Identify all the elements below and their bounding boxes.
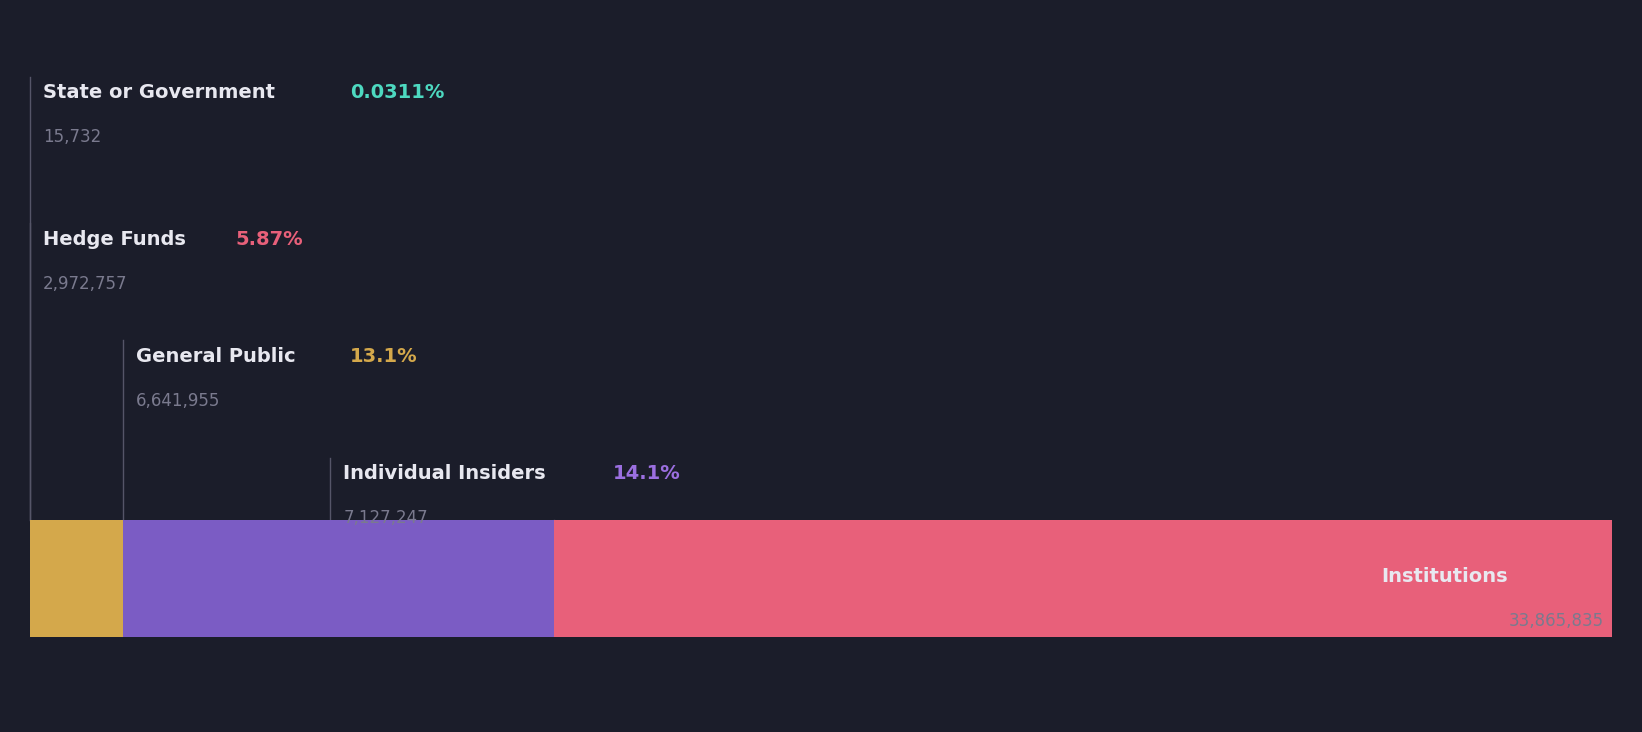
- Bar: [123, 520, 330, 637]
- Text: 14.1%: 14.1%: [612, 464, 681, 483]
- Text: State or Government: State or Government: [43, 83, 274, 102]
- Text: Institutions: Institutions: [1381, 567, 1509, 586]
- Text: 33,865,835: 33,865,835: [1509, 611, 1604, 630]
- Bar: [30, 520, 123, 637]
- Text: 13.1%: 13.1%: [350, 347, 419, 366]
- Text: 2,972,757: 2,972,757: [43, 274, 128, 293]
- Text: Hedge Funds: Hedge Funds: [43, 230, 186, 249]
- Text: General Public: General Public: [136, 347, 296, 366]
- Text: 7,127,247: 7,127,247: [343, 509, 429, 527]
- Text: Individual Insiders: Individual Insiders: [343, 464, 547, 483]
- Bar: [553, 520, 1612, 637]
- Text: 0.0311%: 0.0311%: [350, 83, 445, 102]
- Text: 5.87%: 5.87%: [236, 230, 304, 249]
- Bar: [330, 520, 553, 637]
- Text: 6,641,955: 6,641,955: [136, 392, 220, 410]
- Text: 15,732: 15,732: [43, 128, 100, 146]
- Text: 66.9%: 66.9%: [1530, 567, 1604, 586]
